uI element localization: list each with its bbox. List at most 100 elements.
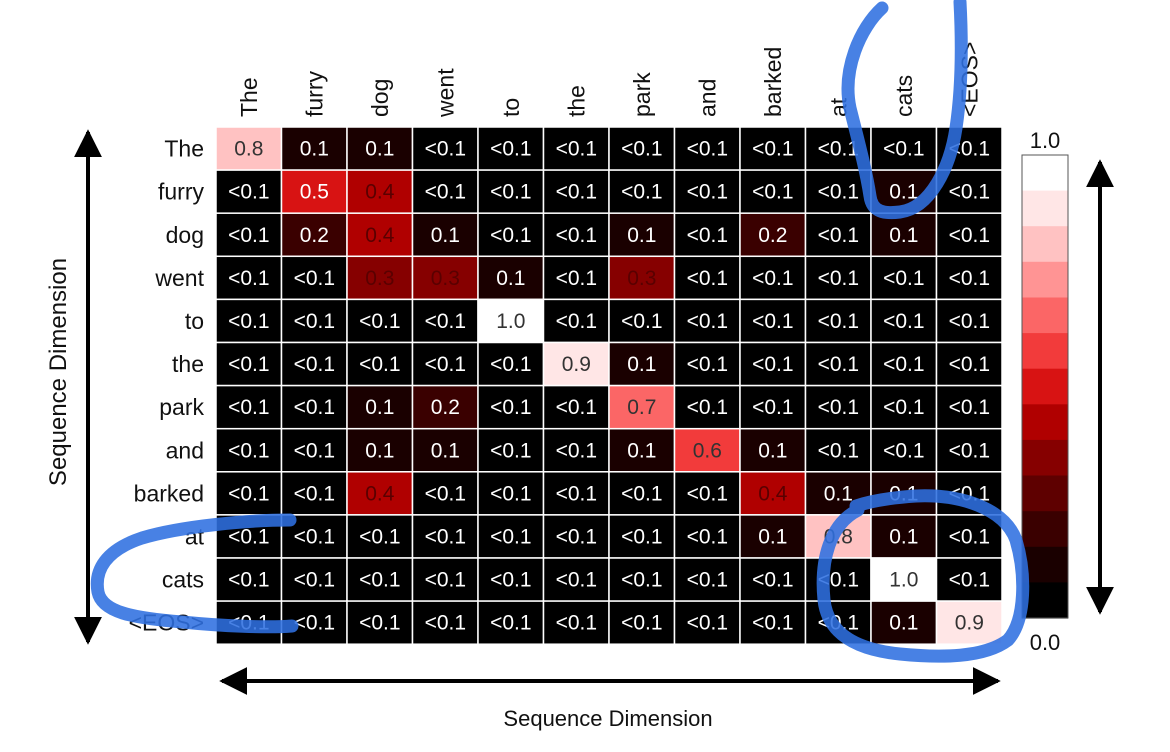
- heatmap-cell-r2-c3: 0.1: [411, 212, 479, 258]
- colorbar: [1021, 154, 1069, 619]
- heatmap-cell-label: <0.1: [425, 482, 466, 505]
- heatmap-cell-label: <0.1: [228, 396, 269, 419]
- heatmap-cell-label: <0.1: [425, 181, 466, 204]
- colorbar-frame: [1021, 154, 1069, 619]
- heatmap-cell-label: <0.1: [818, 353, 859, 376]
- heatmap-cell-label: 0.4: [365, 224, 395, 247]
- heatmap-cell-r5-c10: <0.1: [870, 341, 938, 387]
- heatmap-cell-label: <0.1: [752, 138, 793, 161]
- heatmap-cell-r3-c11: <0.1: [935, 255, 1003, 301]
- heatmap-cell-rect: [542, 341, 610, 387]
- heatmap-cell-label: <0.1: [949, 396, 990, 419]
- heatmap-cell-r9-c11: <0.1: [935, 514, 1003, 559]
- heatmap-cell-r2-c1: 0.2: [280, 212, 348, 258]
- heatmap-cell-r3-c2: 0.3: [346, 255, 414, 301]
- heatmap-cell-label: <0.1: [883, 310, 924, 333]
- heatmap-cell-label: 0.4: [365, 482, 395, 505]
- heatmap-cell-label: <0.1: [752, 267, 793, 290]
- heatmap-cell-rect: [542, 427, 610, 473]
- heatmap-cell-label: <0.1: [949, 310, 990, 333]
- heatmap-cell-label: <0.1: [883, 267, 924, 290]
- heatmap-cell-label: <0.1: [294, 439, 335, 462]
- heatmap-cell-r9-c7: <0.1: [673, 514, 741, 559]
- heatmap-cell-r10-c1: <0.1: [280, 557, 348, 602]
- heatmap-cell-label: <0.1: [490, 526, 531, 549]
- heatmap-cell-label: <0.1: [556, 526, 597, 549]
- heatmap-cell-label: <0.1: [490, 353, 531, 376]
- heatmap-cell-r3-c10: <0.1: [870, 255, 938, 301]
- heatmap-cell-r4-c9: <0.1: [804, 298, 872, 344]
- heatmap-cell-r7-c0: <0.1: [215, 427, 283, 473]
- heatmap-cell-label: <0.1: [621, 138, 662, 161]
- heatmap-cell-r7-c5: <0.1: [542, 427, 610, 473]
- heatmap-cell-r4-c8: <0.1: [739, 298, 807, 344]
- heatmap-cell-label: <0.1: [425, 569, 466, 592]
- heatmap-cell-r8-c8: 0.4: [739, 471, 807, 516]
- heatmap-cell-r8-c1: <0.1: [280, 471, 348, 516]
- heatmap-cell-label: 0.1: [627, 353, 656, 376]
- heatmap-cell-r6-c9: <0.1: [804, 384, 872, 430]
- col-label-park-6: park: [629, 72, 655, 117]
- heatmap-cell-label: <0.1: [949, 267, 990, 290]
- heatmap-cell-r5-c4: <0.1: [477, 341, 545, 387]
- col-label-and-7: and: [694, 79, 720, 117]
- heatmap-cell-r8-c2: 0.4: [346, 471, 414, 516]
- heatmap-cell-r7-c1: <0.1: [280, 427, 348, 473]
- heatmap-cell-rect: [935, 514, 1003, 559]
- colorbar-segment: [1022, 190, 1068, 227]
- colorbar-segment: [1022, 155, 1068, 192]
- scribble-bottom-left: [90, 513, 299, 634]
- heatmap-cell-r4-c0: <0.1: [215, 298, 283, 344]
- heatmap-cell-r1-c3: <0.1: [411, 169, 479, 214]
- heatmap-cell-r8-c7: <0.1: [673, 471, 741, 516]
- heatmap-cell-r4-c2: <0.1: [346, 298, 414, 344]
- heatmap-cell-r0-c6: <0.1: [608, 126, 676, 171]
- heatmap-cell-label: 0.3: [627, 267, 656, 290]
- heatmap-cell-label: <0.1: [228, 181, 269, 204]
- heatmap-cell-label: <0.1: [818, 267, 859, 290]
- heatmap-cell-rect: [804, 427, 872, 473]
- heatmap-cell-r3-c3: 0.3: [411, 255, 479, 301]
- scribble-bottom-right: [816, 489, 1030, 663]
- heatmap-cell-r2-c11: <0.1: [935, 212, 1003, 258]
- heatmap-cell-r4-c10: <0.1: [870, 298, 938, 344]
- heatmap-cell-rect: [608, 514, 676, 559]
- heatmap-cell-label: 0.1: [431, 439, 460, 462]
- heatmap-cell-label: <0.1: [949, 569, 990, 592]
- heatmap-cell-label: <0.1: [883, 396, 924, 419]
- heatmap-cell-r10-c3: <0.1: [411, 557, 479, 602]
- highlight-scribbles: [90, 0, 1030, 663]
- heatmap-cell-r2-c2: 0.4: [346, 212, 414, 258]
- heatmap-cell-label: <0.1: [556, 482, 597, 505]
- heatmap-cell-label: 0.8: [234, 138, 263, 161]
- heatmap-cell-r3-c7: <0.1: [673, 255, 741, 301]
- heatmap-cell-label: <0.1: [556, 439, 597, 462]
- heatmap-cell-label: <0.1: [883, 353, 924, 376]
- heatmap-cell-label: <0.1: [228, 569, 269, 592]
- heatmap-cell-r3-c6: 0.3: [608, 255, 676, 301]
- heatmap-cell-rect: [673, 471, 741, 516]
- heatmap-cell-label: 0.2: [300, 224, 329, 247]
- heatmap-cell-r2-c8: 0.2: [739, 212, 807, 258]
- heatmap-cell-label: <0.1: [228, 482, 269, 505]
- heatmap-cell-label: <0.1: [949, 181, 990, 204]
- heatmap-cell-r1-c4: <0.1: [477, 169, 545, 214]
- heatmap-cell-rect: [215, 384, 283, 430]
- heatmap-cell-rect: [804, 298, 872, 344]
- heatmap-cell-r10-c7: <0.1: [673, 557, 741, 602]
- col-label-the-5: the: [563, 85, 589, 117]
- heatmap-cell-rect: [346, 212, 414, 258]
- heatmap-cell-label: <0.1: [425, 138, 466, 161]
- heatmap-cell-label: <0.1: [294, 267, 335, 290]
- heatmap-cell-r2-c0: <0.1: [215, 212, 283, 258]
- heatmap-cell-r11-c6: <0.1: [608, 600, 676, 645]
- heatmap-cell-label: <0.1: [556, 267, 597, 290]
- heatmap-cell-rect: [280, 212, 348, 258]
- heatmap-cell-r4-c3: <0.1: [411, 298, 479, 344]
- heatmap-cell-r10-c11: <0.1: [935, 557, 1003, 602]
- heatmap-cell-r6-c4: <0.1: [477, 384, 545, 430]
- heatmap-cell-r0-c10: <0.1: [870, 126, 938, 171]
- heatmap-cell-r11-c5: <0.1: [542, 600, 610, 645]
- heatmap-cell-label: <0.1: [228, 526, 269, 549]
- heatmap-cell-label: <0.1: [818, 396, 859, 419]
